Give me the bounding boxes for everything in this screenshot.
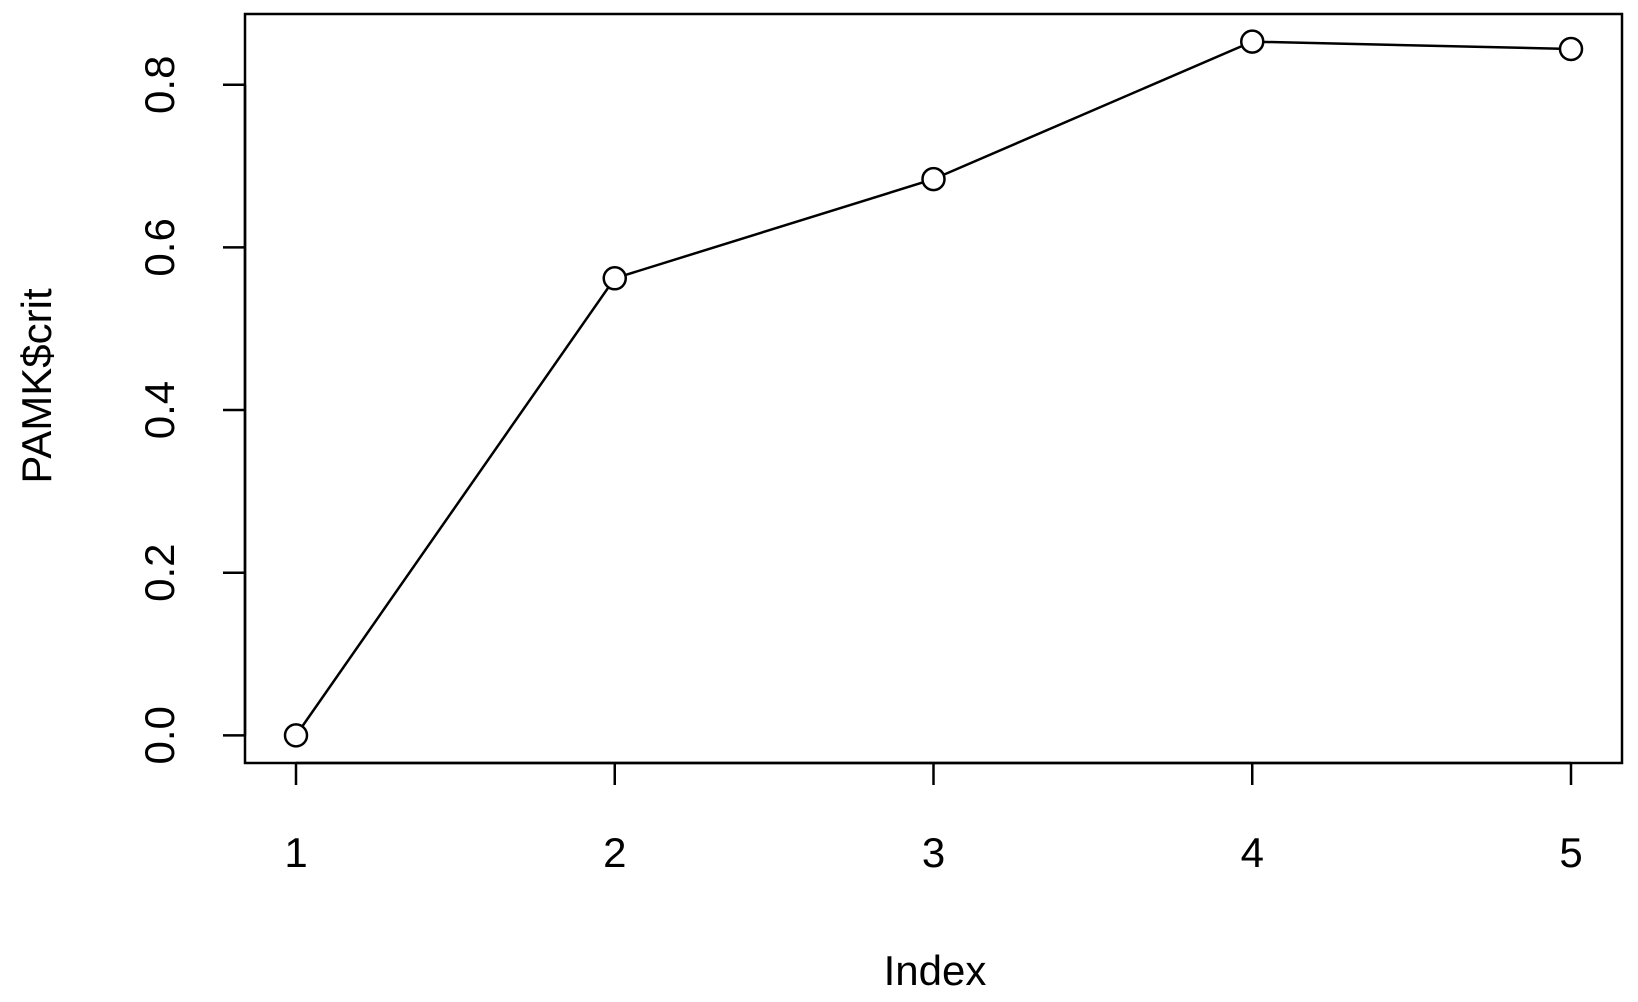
data-point bbox=[283, 723, 309, 748]
y-tick-label: 0.4 bbox=[136, 381, 183, 439]
y-axis-label: PAMK$crit bbox=[13, 288, 60, 484]
x-tick-label: 2 bbox=[603, 829, 626, 876]
y-tick-label: 0.2 bbox=[136, 544, 183, 602]
x-tick-label: 3 bbox=[922, 829, 945, 876]
data-point bbox=[1558, 36, 1584, 62]
x-tick-label: 5 bbox=[1559, 829, 1582, 876]
y-tick-label: 0.8 bbox=[136, 56, 183, 114]
data-line bbox=[294, 40, 1572, 737]
data-point bbox=[1240, 29, 1265, 54]
x-axis-label: Index bbox=[884, 947, 987, 994]
data-point bbox=[602, 266, 627, 291]
x-tick-label: 4 bbox=[1241, 829, 1264, 876]
plot-box bbox=[243, 12, 1624, 765]
y-tick-label: 0.6 bbox=[136, 218, 183, 276]
y-tick-label: 0.0 bbox=[136, 706, 183, 764]
data-point bbox=[921, 166, 946, 192]
x-tick-label: 1 bbox=[284, 829, 307, 876]
